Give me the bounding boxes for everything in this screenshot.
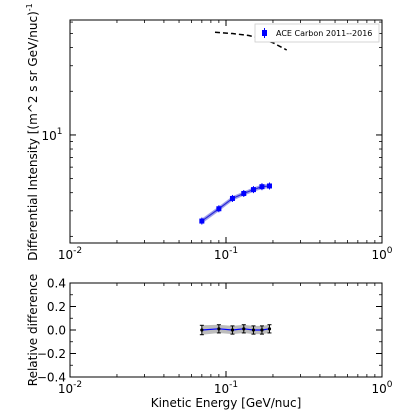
residual-ticks: 10-2 10-1 100 0.4 0.2 0.0 −0.2 −0.4 [37,277,393,397]
main-y-axis-label-text: Differential Intensity [(m^2 s sr GeV/nu… [26,11,40,261]
main-model-band [201,183,270,224]
main-y-axis-label-exponent: -1 [25,3,34,11]
residual-y-tick-label: 0.4 [47,277,66,291]
ace-data-point [199,218,205,224]
main-panel: 10-2 10-1 100 101 ACE Carbon 2011--2016 Dif… [25,3,393,262]
legend: ACE Carbon 2011--2016 [254,23,380,43]
residual-point [251,328,256,332]
residual-point [267,327,272,331]
residual-y-tick-label: 0.0 [47,324,66,338]
residual-x-axis-label: Kinetic Energy [GeV/nuc] [151,396,302,410]
ace-data-point [216,206,222,212]
residual-panel: 10-2 10-1 100 0.4 0.2 0.0 −0.2 −0.4 Relative di… [26,274,393,410]
main-x-tick-label: 100 [371,246,392,262]
main-ticks: 10-2 10-1 100 101 [41,20,393,262]
ace-data-point [259,184,265,190]
residual-x-tick-label: 10-2 [58,380,82,396]
residual-y-tick-label: −0.4 [37,371,66,385]
legend-box [254,23,380,43]
ace-data-point [250,187,256,193]
residual-y-tick-label: −0.2 [37,347,66,361]
main-y-tick-label: 101 [41,127,62,143]
residual-point [200,328,204,332]
legend-entry-ace-carbon: ACE Carbon 2011--2016 [276,29,372,38]
residual-x-tick-label: 100 [371,380,392,396]
residual-y-tick-label: 0.2 [47,300,66,314]
ace-data-point [266,183,272,189]
main-x-tick-label: 10-2 [58,246,82,262]
residual-point [260,328,264,332]
main-data-layer [199,31,288,225]
residual-point [242,327,246,331]
residual-data-layer [199,324,272,336]
residual-point [217,327,221,331]
main-plot-frame [69,19,383,244]
ace-data-point [241,190,247,196]
ace-data-point [229,195,235,201]
main-y-axis-label: Differential Intensity [(m^2 s sr GeV/nu… [25,3,40,261]
residual-x-tick-label: 10-1 [214,380,238,396]
residual-point [230,328,235,332]
main-x-tick-label: 10-1 [214,246,238,262]
residual-y-axis-label: Relative difference [26,274,40,386]
